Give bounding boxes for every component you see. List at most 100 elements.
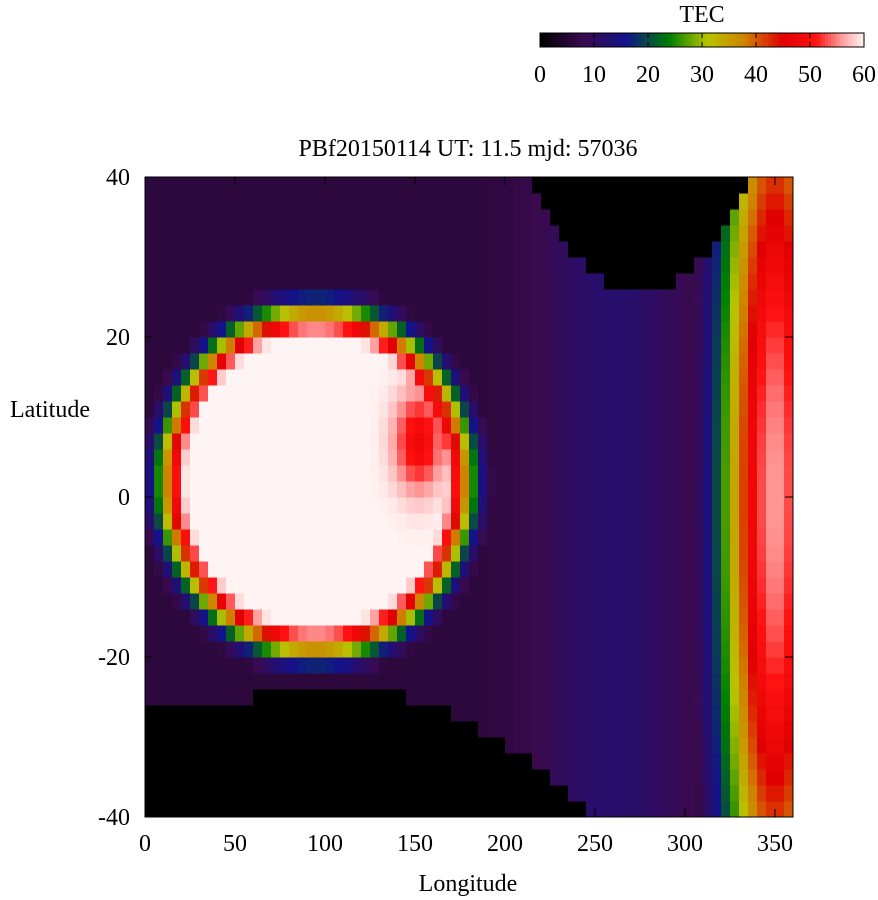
colorbar-segment [705, 33, 709, 47]
heatmap-cell [712, 641, 722, 658]
heatmap-cell [271, 305, 281, 322]
colorbar-segment [852, 33, 856, 47]
colorbar-segment [741, 33, 745, 47]
heatmap-cell [397, 353, 407, 370]
heatmap-cell [559, 625, 569, 642]
heatmap-cell [388, 273, 398, 290]
heatmap-cell [649, 609, 659, 626]
heatmap-cell [685, 225, 695, 242]
heatmap-cell [613, 673, 623, 690]
heatmap-cell [640, 257, 650, 274]
heatmap-cell [343, 353, 353, 370]
heatmap-cell [631, 577, 641, 594]
heatmap-cell [343, 561, 353, 578]
heatmap-cell [424, 321, 434, 338]
heatmap-cell [604, 529, 614, 546]
heatmap-cell [352, 609, 362, 626]
heatmap-cell [262, 401, 272, 418]
heatmap-cell [757, 641, 767, 658]
heatmap-cell [631, 257, 641, 274]
heatmap-cell [361, 209, 371, 226]
heatmap-cell [244, 417, 254, 434]
heatmap-cell [208, 193, 218, 210]
heatmap-cell [478, 625, 488, 642]
heatmap-cell [370, 609, 380, 626]
heatmap-cell [622, 193, 632, 210]
heatmap-cell [631, 225, 641, 242]
heatmap-cell [712, 561, 722, 578]
heatmap-cell [289, 625, 299, 642]
heatmap-cell [613, 753, 623, 770]
heatmap-cell [568, 449, 578, 466]
heatmap-cell [424, 257, 434, 274]
heatmap-cell [676, 337, 686, 354]
heatmap-cell [586, 785, 596, 802]
heatmap-cell [217, 433, 227, 450]
heatmap-cell [604, 609, 614, 626]
heatmap-cell [748, 673, 758, 690]
heatmap-cell [559, 177, 569, 194]
heatmap-cell [325, 257, 335, 274]
heatmap-cell [577, 273, 587, 290]
heatmap-cell [766, 289, 776, 306]
heatmap-cell [667, 465, 677, 482]
heatmap-cell [604, 225, 614, 242]
heatmap-cell [424, 689, 434, 706]
heatmap-cell [505, 753, 515, 770]
heatmap-cell [235, 321, 245, 338]
heatmap-cell [163, 417, 173, 434]
heatmap-cell [199, 401, 209, 418]
heatmap-cell [406, 737, 416, 754]
heatmap-cell [208, 737, 218, 754]
heatmap-cell [271, 689, 281, 706]
heatmap-cell [406, 593, 416, 610]
heatmap-cell [514, 241, 524, 258]
heatmap-cell [244, 513, 254, 530]
heatmap-cell [739, 801, 749, 818]
heatmap-cell [172, 609, 182, 626]
heatmap-cell [622, 561, 632, 578]
heatmap-cell [145, 305, 155, 322]
heatmap-cell [478, 769, 488, 786]
heatmap-cell [748, 785, 758, 802]
heatmap-cell [604, 369, 614, 386]
heatmap-cell [244, 177, 254, 194]
heatmap-cell [199, 353, 209, 370]
heatmap-cell [550, 513, 560, 530]
heatmap-cell [208, 513, 218, 530]
heatmap-cell [172, 257, 182, 274]
heatmap-cell [271, 417, 281, 434]
heatmap-cell [532, 737, 542, 754]
heatmap-cell [667, 321, 677, 338]
heatmap-cell [514, 385, 524, 402]
heatmap-cell [658, 721, 668, 738]
heatmap-cell [595, 513, 605, 530]
heatmap-cell [586, 593, 596, 610]
colorbar-segment [642, 33, 646, 47]
heatmap-cell [694, 257, 704, 274]
heatmap-cell [424, 385, 434, 402]
heatmap-cell [496, 609, 506, 626]
heatmap-cell [703, 177, 713, 194]
heatmap-cell [595, 257, 605, 274]
heatmap-cell [775, 753, 785, 770]
heatmap-cell [190, 465, 200, 482]
colorbar-segment [843, 33, 847, 47]
heatmap-cell [460, 561, 470, 578]
heatmap-cell [208, 545, 218, 562]
heatmap-cell [478, 369, 488, 386]
heatmap-cell [523, 737, 533, 754]
heatmap-cell [289, 769, 299, 786]
heatmap-cell [721, 385, 731, 402]
heatmap-cell [676, 737, 686, 754]
heatmap-cell [757, 273, 767, 290]
heatmap-cell [208, 449, 218, 466]
heatmap-cell [262, 209, 272, 226]
colorbar-segment [693, 33, 697, 47]
heatmap-cell [568, 641, 578, 658]
heatmap-cell [406, 401, 416, 418]
heatmap-cell [352, 705, 362, 722]
heatmap-cell [703, 561, 713, 578]
heatmap-cell [721, 257, 731, 274]
